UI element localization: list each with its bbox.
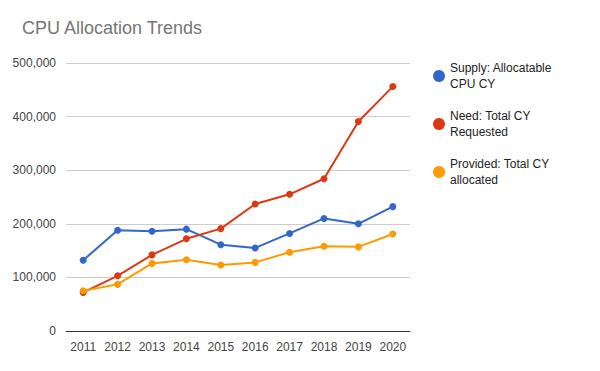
svg-text:Supply: Allocatable: Supply: Allocatable — [450, 61, 555, 75]
svg-text:2013: 2013 — [139, 340, 166, 354]
svg-text:allocated: allocated — [450, 173, 498, 187]
svg-text:2015: 2015 — [207, 340, 234, 354]
svg-text:2011: 2011 — [70, 340, 96, 354]
svg-text:Provided: Total CY: Provided: Total CY — [450, 157, 552, 171]
svg-text:2016: 2016 — [242, 340, 269, 354]
svg-text:2020: 2020 — [379, 340, 406, 354]
svg-text:2019: 2019 — [345, 340, 372, 354]
svg-text:2018: 2018 — [311, 340, 338, 354]
svg-text:2014: 2014 — [173, 340, 200, 354]
svg-text:Need: Total CY: Need: Total CY — [450, 109, 534, 123]
svg-text:2017: 2017 — [276, 340, 303, 354]
svg-text:CPU CY: CPU CY — [450, 77, 495, 91]
svg-text:100,000: 100,000 — [13, 270, 57, 284]
svg-text:400,000: 400,000 — [13, 110, 57, 124]
svg-text:CPU Allocation Trends: CPU Allocation Trends — [22, 18, 202, 38]
svg-text:300,000: 300,000 — [13, 163, 57, 177]
svg-text:Requested: Requested — [450, 125, 508, 139]
svg-text:200,000: 200,000 — [13, 217, 57, 231]
svg-text:2012: 2012 — [104, 340, 131, 354]
svg-text:0: 0 — [49, 324, 56, 338]
svg-text:500,000: 500,000 — [13, 56, 57, 70]
